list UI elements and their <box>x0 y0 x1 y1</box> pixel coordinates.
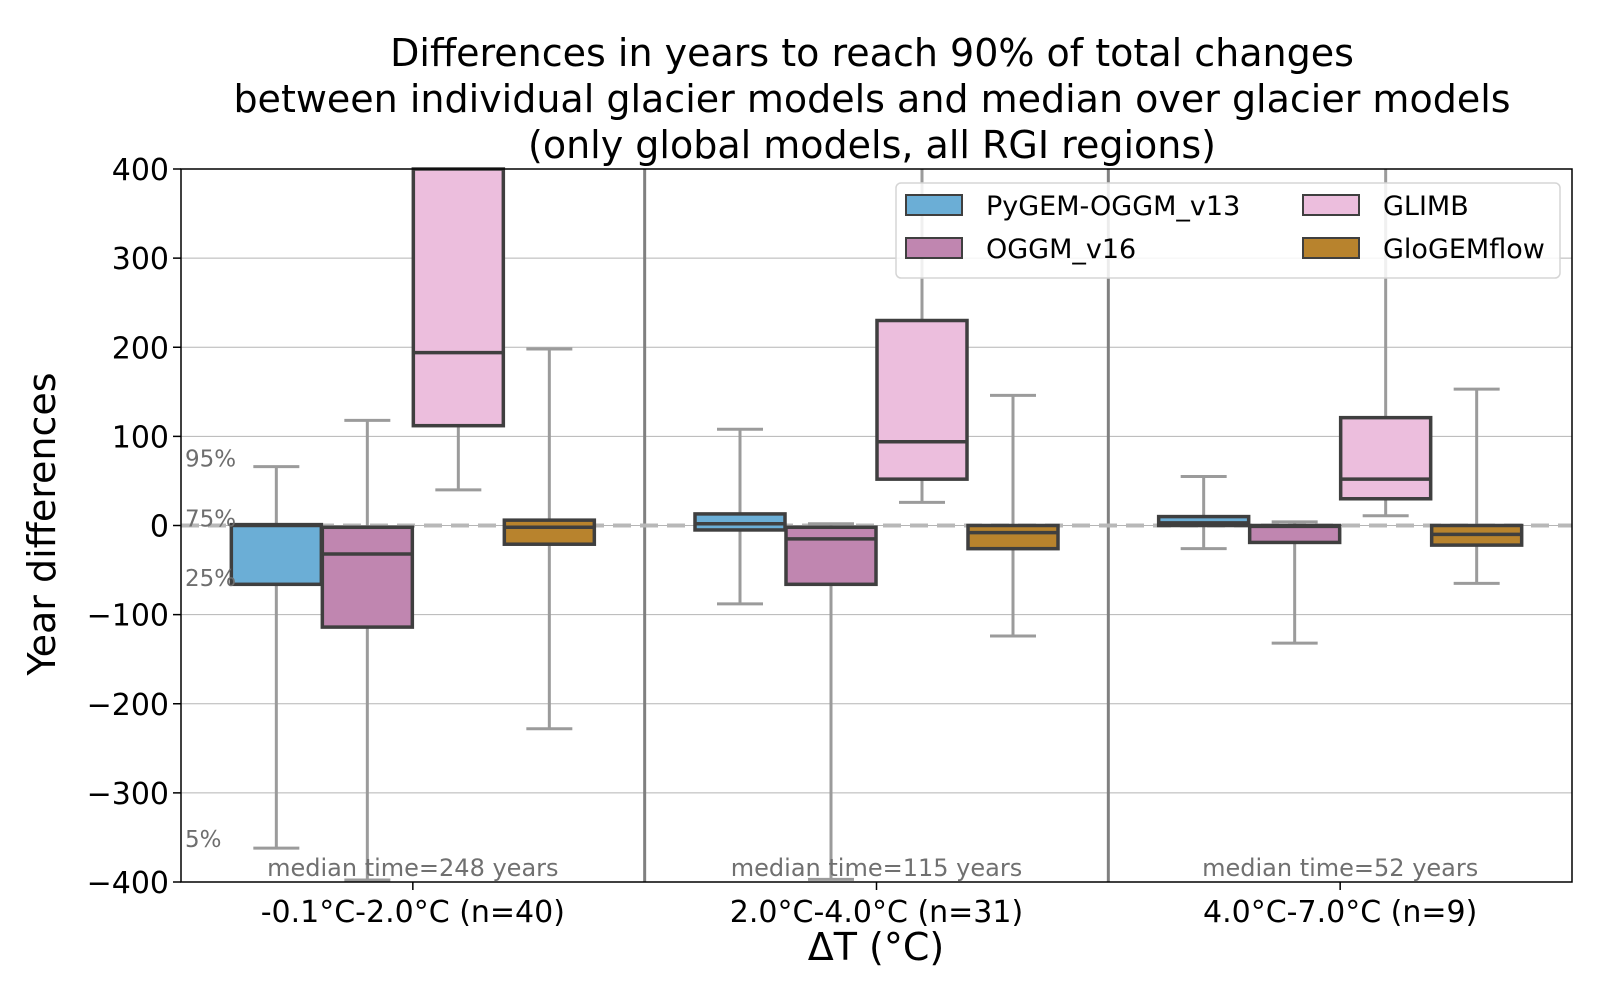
title-line-1: Differences in years to reach 90% of tot… <box>390 31 1354 75</box>
box-glimb <box>411 167 506 492</box>
percentile-label: 75% <box>185 506 236 532</box>
title-line-3: (only global models, all RGI regions) <box>528 123 1216 167</box>
y-tick-label: −200 <box>87 688 169 723</box>
legend-swatch <box>905 194 963 216</box>
percentile-label: 5% <box>185 827 222 853</box>
y-tick-label: 100 <box>112 420 169 455</box>
median-time-note: median time=248 years <box>267 854 558 882</box>
box-glogemflow <box>502 347 597 731</box>
box-iqr <box>784 525 878 587</box>
boxes <box>229 167 1524 882</box>
box-oggm-v16 <box>1247 520 1342 645</box>
y-tick-label: 0 <box>150 510 169 545</box>
median-time-note: median time=115 years <box>731 854 1022 882</box>
x-axis-ticks: -0.1°C-2.0°C (n=40) 2.0°C-4.0°C (n=31) 4.0… <box>261 882 1477 930</box>
legend-swatch <box>1302 194 1360 216</box>
y-axis-label: Year differences <box>20 372 64 676</box>
y-tick-label: −100 <box>87 599 169 634</box>
y-tick-label: 400 <box>112 153 169 188</box>
box-iqr <box>1156 514 1251 528</box>
y-axis-ticks: 400 300 200 100 0 −100 −200 −300 −400 <box>87 153 181 901</box>
y-tick-label: −300 <box>87 777 169 812</box>
chart-title: Differences in years to reach 90% of tot… <box>233 31 1510 167</box>
box-iqr <box>320 525 415 629</box>
legend-label: PyGEM-OGGM_v13 <box>986 191 1240 222</box>
x-axis-label: ΔT (°C) <box>808 925 944 969</box>
legend-item: OGGM_v16 <box>905 234 1136 265</box>
legend: PyGEM-OGGM_v13 OGGM_v16 GLIMB GloGEMflow <box>895 182 1561 279</box>
box-oggm-v16 <box>784 522 878 881</box>
legend-swatch <box>905 237 963 259</box>
box-iqr <box>411 167 506 428</box>
x-tick-label: -0.1°C-2.0°C (n=40) <box>261 895 565 930</box>
legend-item: GloGEMflow <box>1302 234 1545 265</box>
x-tick-label: 2.0°C-4.0°C (n=31) <box>730 895 1023 930</box>
median-time-note: median time=52 years <box>1202 854 1478 882</box>
box-pygem-oggm-v13 <box>229 465 324 850</box>
box-glogemflow <box>1429 387 1524 585</box>
box-iqr <box>502 518 597 546</box>
legend-label: OGGM_v16 <box>986 234 1136 265</box>
legend-label: GLIMB <box>1383 191 1469 222</box>
y-tick-label: 300 <box>112 242 169 277</box>
legend-item: PyGEM-OGGM_v13 <box>905 191 1240 222</box>
percentile-labels: 95% 75% 25% 5% <box>185 447 236 854</box>
legend-item: GLIMB <box>1302 191 1469 222</box>
y-tick-label: −400 <box>87 866 169 901</box>
box-glogemflow <box>966 393 1060 638</box>
box-iqr <box>966 523 1060 551</box>
percentile-label: 25% <box>185 566 236 592</box>
box-oggm-v16 <box>320 418 415 882</box>
box-iqr <box>693 512 787 532</box>
box-iqr <box>1338 415 1433 501</box>
box-pygem-oggm-v13 <box>693 427 787 606</box>
box-glimb <box>1338 169 1433 518</box>
x-tick-label: 4.0°C-7.0°C (n=9) <box>1203 895 1477 930</box>
legend-frame <box>895 182 1561 279</box>
title-line-2: between individual glacier models and me… <box>233 77 1510 121</box>
box-iqr <box>229 522 324 587</box>
legend-swatch <box>1302 237 1360 259</box>
median-time-notes: median time=248 years median time=115 yea… <box>267 854 1478 882</box>
box-pygem-oggm-v13 <box>1156 474 1251 551</box>
y-tick-label: 200 <box>112 331 169 366</box>
legend-label: GloGEMflow <box>1383 234 1545 265</box>
box-iqr <box>875 318 969 481</box>
percentile-label: 95% <box>185 447 236 473</box>
